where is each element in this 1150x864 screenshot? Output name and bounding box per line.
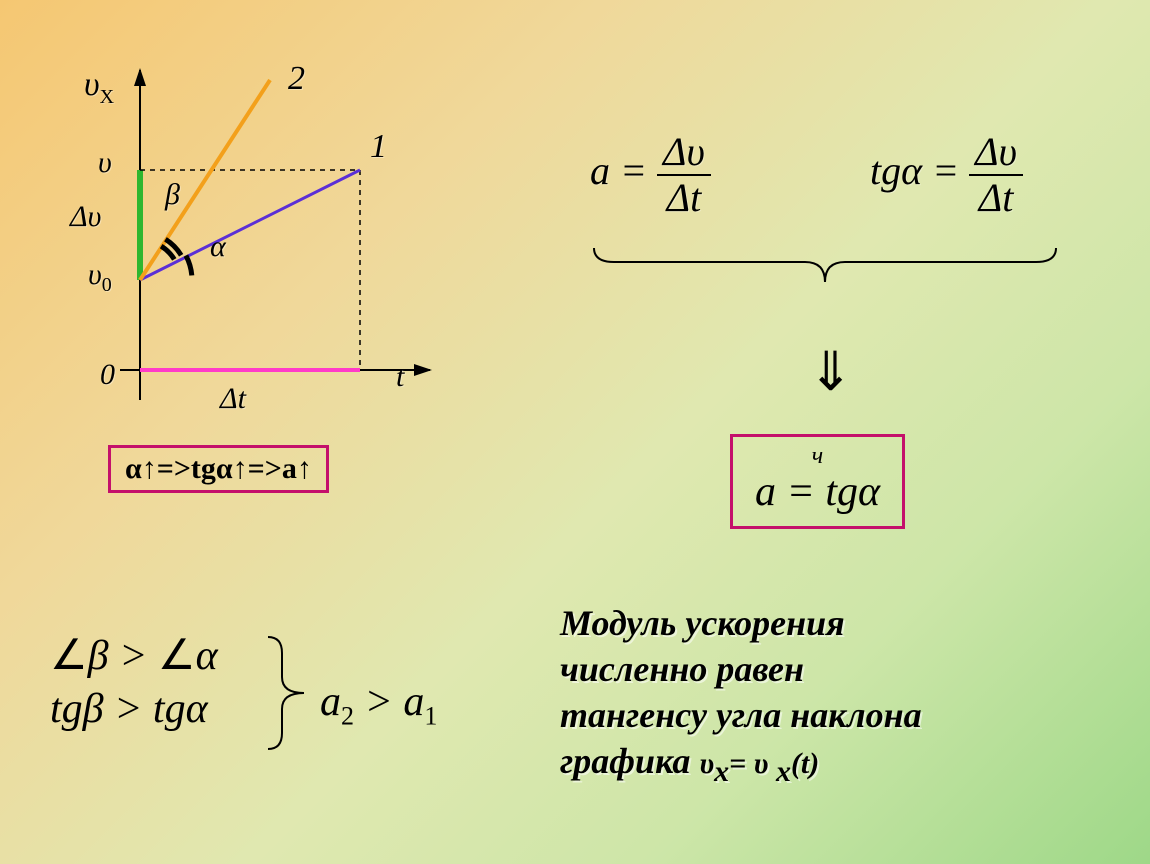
down-double-arrow-icon: ⇓	[808, 340, 853, 403]
formula-a-num: Δυ	[657, 130, 711, 176]
conclusion-line-3: тангенсу угла наклона	[560, 695, 922, 735]
velocity-time-graph: υX υ Δυ υ0 0 Δt t α β 1 2	[60, 60, 440, 440]
beta-arc-1	[161, 246, 174, 259]
line-2	[140, 80, 270, 280]
inequality-block: ∠β > ∠α tgβ > tgα	[50, 630, 218, 735]
right-curly-brace	[262, 633, 310, 753]
label-v: υ	[98, 146, 112, 180]
label-line-2: 2	[288, 60, 305, 98]
conclusion-text: Модуль ускорения численно равен тангенсу…	[560, 600, 1120, 792]
label-beta: β	[165, 178, 180, 212]
graph-svg	[60, 60, 440, 440]
result-box-superscript: ч	[755, 443, 880, 470]
conclusion-line-2: численно равен	[560, 649, 804, 689]
label-vy: υX	[84, 66, 114, 109]
label-dt: Δt	[220, 382, 246, 416]
label-dv: Δυ	[70, 200, 101, 234]
formula-tg-lhs: tgα =	[870, 148, 959, 193]
inequality-row-1: ∠β > ∠α	[50, 630, 218, 683]
horizontal-brace	[590, 240, 1060, 290]
formula-tg-den: Δt	[969, 176, 1023, 220]
conclusion-line-1: Модуль ускорения	[560, 603, 845, 643]
formula-tangent: tgα = Δυ Δt	[870, 130, 1023, 220]
result-box-main: a = tgα	[755, 469, 880, 515]
implication-box: α↑=>tgα↑=>a↑	[108, 445, 329, 493]
formula-a-lhs: a =	[590, 148, 647, 193]
formula-a-fraction: Δυ Δt	[657, 130, 711, 220]
label-origin: 0	[100, 358, 115, 392]
formula-a-den: Δt	[657, 176, 711, 220]
label-t: t	[396, 360, 404, 394]
label-alpha: α	[210, 230, 226, 264]
alpha-arc	[186, 256, 192, 276]
inequality-row-2: tgβ > tgα	[50, 683, 218, 736]
label-line-1: 1	[370, 128, 387, 166]
result-box: ч a = tgα	[730, 434, 905, 529]
formula-acceleration: a = Δυ Δt	[590, 130, 711, 220]
inequality-result: a2 > a1	[320, 678, 437, 731]
conclusion-line-4: графика υx= υ x(t)	[560, 741, 819, 781]
formula-tg-num: Δυ	[969, 130, 1023, 176]
label-v0: υ0	[88, 258, 112, 297]
formula-tg-fraction: Δυ Δt	[969, 130, 1023, 220]
